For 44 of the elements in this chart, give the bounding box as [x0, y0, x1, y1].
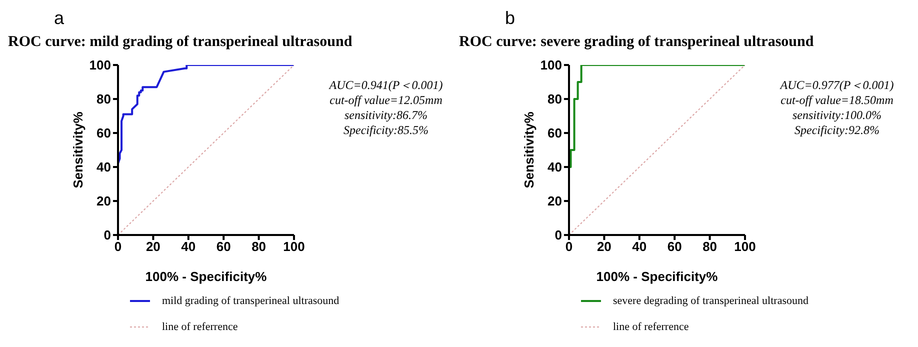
- text: AUC=0.977(P＜0.001): [778, 78, 895, 93]
- y-tick-label: 100: [89, 58, 111, 73]
- text: sensitivity:100.0%: [792, 108, 882, 123]
- x-tick-label: 100: [283, 239, 305, 254]
- text: cut-off value=18.50mm: [780, 93, 894, 108]
- x-tick-label: 40: [181, 239, 196, 254]
- x-tick-label: 80: [702, 239, 718, 254]
- text: Specificity:92.8%: [794, 123, 880, 138]
- x-tick-label: 20: [146, 239, 160, 254]
- x-tick-label: 60: [667, 239, 682, 254]
- y-tick-label: 40: [96, 160, 111, 175]
- chart-title: ROC curve: severe grading of transperineal ultrasound: [459, 34, 814, 51]
- y-axis-title: Sensitivity%: [522, 111, 537, 188]
- y-tick-label: 80: [96, 92, 111, 107]
- y-tick-label: 0: [104, 228, 111, 243]
- y-tick-label: 80: [548, 92, 562, 107]
- text: Specificity:85.5%: [342, 123, 430, 138]
- y-tick-label: 20: [548, 194, 562, 209]
- x-tick-label: 60: [216, 239, 231, 254]
- x-tick-label: 40: [632, 239, 647, 254]
- legend-label: severe degrading of transperineal ultrasound: [613, 294, 808, 309]
- legend-label: line of referrence: [613, 320, 689, 335]
- x-axis-title: 100% - Specificity%: [596, 269, 718, 284]
- text: sensitivity:86.7%: [344, 108, 428, 123]
- text: cut-off value=12.05mm: [328, 93, 444, 108]
- y-tick-label: 20: [96, 194, 111, 209]
- x-tick-label: 100: [734, 239, 756, 254]
- y-tick-label: 40: [548, 160, 562, 175]
- x-tick-label: 80: [252, 239, 266, 254]
- y-tick-label: 100: [540, 58, 562, 73]
- text: AUC=0.941(P＜0.001): [328, 78, 444, 93]
- text: b: [505, 8, 516, 29]
- x-tick-label: 20: [596, 239, 612, 254]
- y-tick-label: 60: [96, 126, 111, 141]
- x-tick-label: 0: [114, 239, 122, 254]
- y-tick-label: 0: [554, 228, 562, 243]
- chart-title: ROC curve: mild grading of transperineal ultrasound: [8, 34, 352, 51]
- y-tick-label: 60: [548, 126, 562, 141]
- text: a: [54, 8, 64, 29]
- x-tick-label: 0: [565, 239, 573, 254]
- legend-label: mild grading of transperineal ultrasound: [162, 294, 340, 309]
- legend-label: line of referrence: [162, 320, 238, 335]
- y-axis-title: Sensitivity%: [70, 111, 86, 188]
- x-axis-title: 100% - Specificity%: [145, 269, 268, 284]
